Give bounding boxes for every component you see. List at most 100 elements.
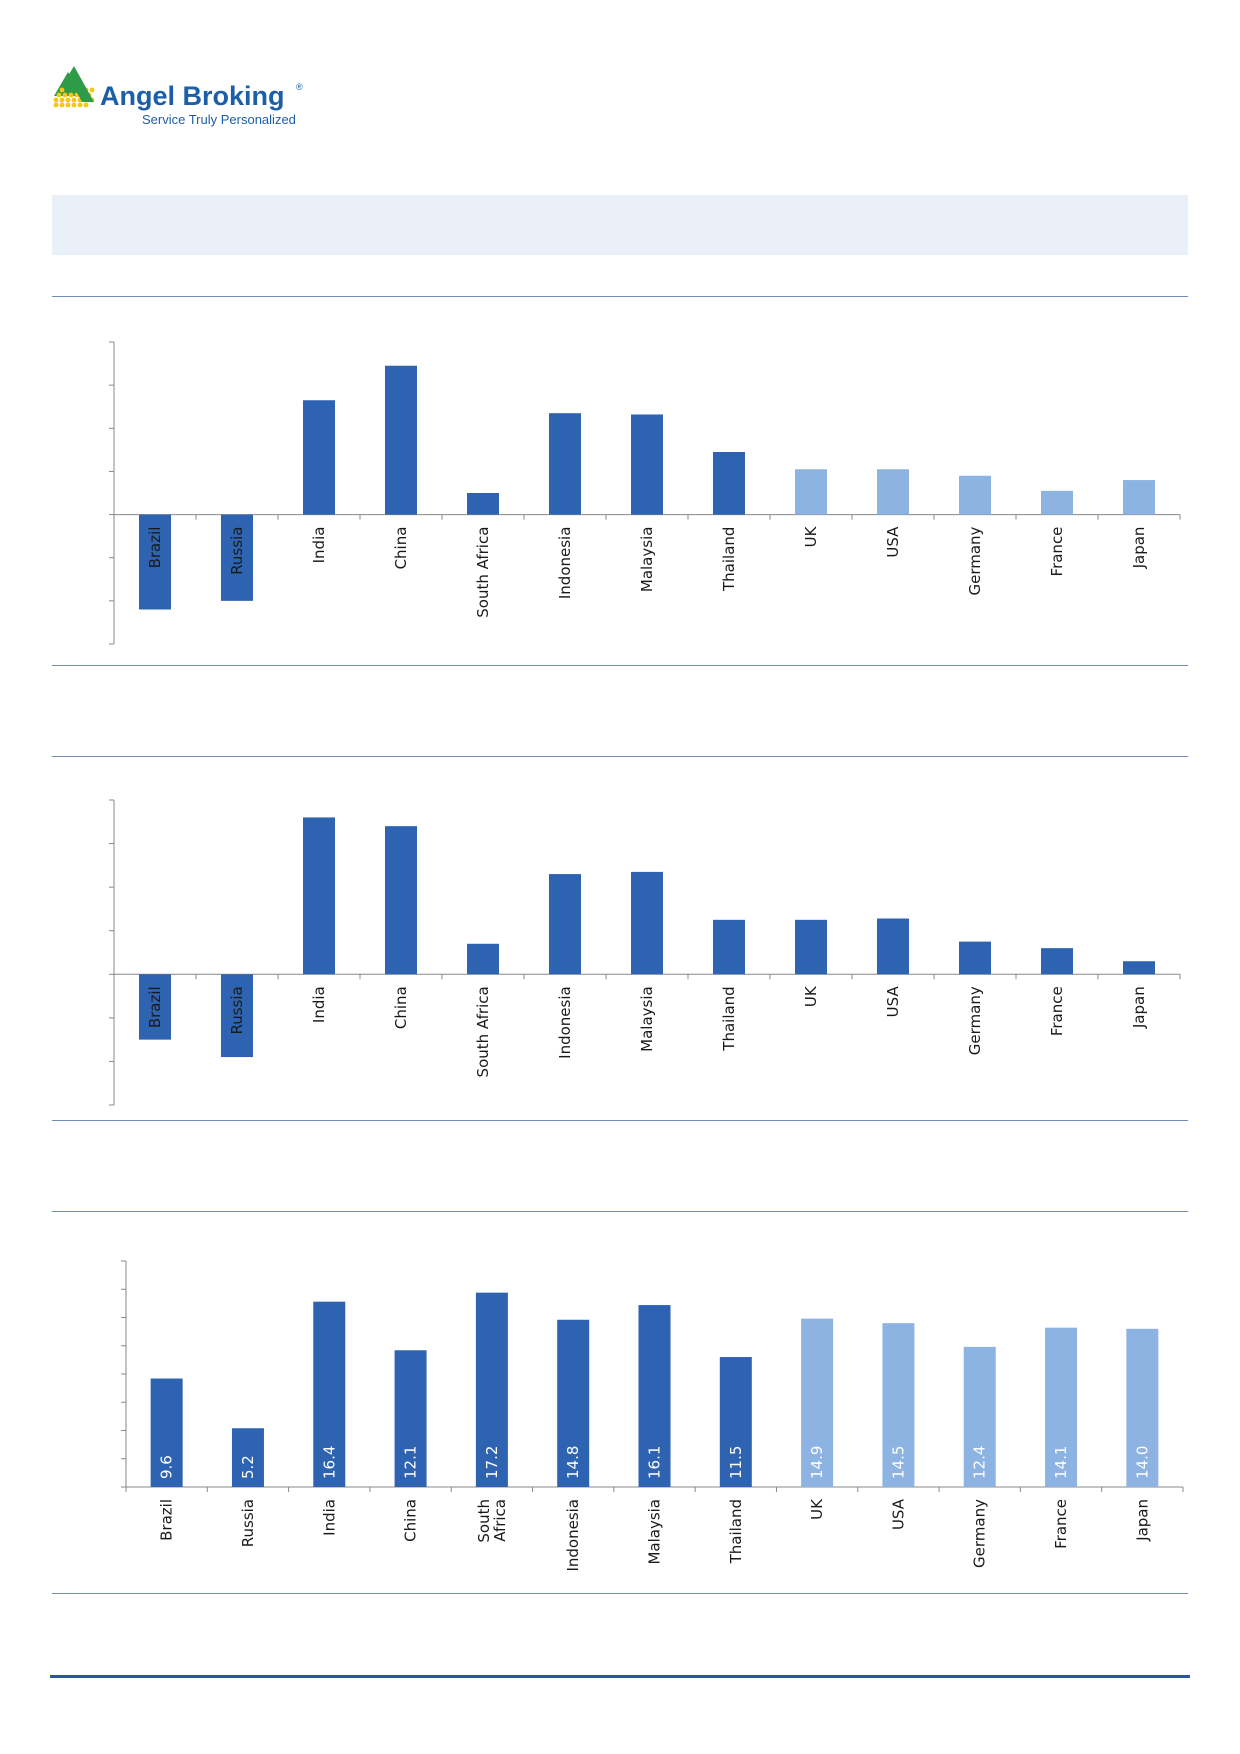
bar-india	[313, 1301, 346, 1487]
category-label: China	[402, 1499, 420, 1542]
data-label: 12.1	[402, 1446, 420, 1479]
category-label: Indonesia	[564, 1499, 582, 1572]
category-label: China	[392, 527, 410, 570]
footer-rule	[50, 1675, 1190, 1678]
angel-broking-logo: Angel Broking ® Service Truly Personaliz…	[53, 66, 303, 127]
bar-malaysia	[638, 1305, 671, 1487]
category-label: UK	[802, 985, 820, 1007]
bar-thailand	[713, 919, 745, 975]
bar-france	[1041, 490, 1073, 515]
bar-usa	[877, 469, 909, 515]
bar-brazil	[150, 1378, 183, 1487]
bar-brazil	[139, 514, 171, 610]
chart3-top-rule	[52, 1211, 1188, 1212]
category-label: Malaysia	[638, 527, 656, 593]
data-label: 14.8	[564, 1446, 582, 1479]
category-label: Japan	[1130, 986, 1148, 1029]
bar-china	[385, 365, 417, 515]
bar-usa	[882, 1323, 915, 1487]
data-label: 16.1	[646, 1446, 664, 1479]
bar-malaysia	[631, 414, 663, 515]
category-label: Indonesia	[556, 986, 574, 1059]
bar-germany	[959, 475, 991, 515]
bar-russia	[221, 974, 253, 1058]
bar-china	[385, 826, 417, 975]
category-label: USA	[889, 1498, 907, 1530]
category-label: Brazil	[146, 986, 164, 1028]
bar-indonesia	[557, 1319, 590, 1487]
bar-brazil	[139, 974, 171, 1040]
registered-mark: ®	[296, 82, 303, 92]
category-label: France	[1048, 527, 1066, 577]
bar-south-africa	[475, 1292, 508, 1487]
category-label: France	[1048, 986, 1066, 1036]
category-label: France	[1052, 1499, 1070, 1549]
data-label: 17.2	[483, 1446, 501, 1479]
category-label: South	[475, 1499, 493, 1543]
category-label: Indonesia	[556, 527, 574, 600]
chart-1: Brazil Russia India China South Africa Indone…	[109, 341, 1181, 645]
category-label: Germany	[966, 986, 984, 1055]
bar-france	[1045, 1327, 1078, 1487]
category-label: UK	[802, 525, 820, 547]
category-label: India	[310, 527, 328, 564]
data-label: 14.1	[1052, 1446, 1070, 1479]
category-label: UK	[808, 1498, 826, 1520]
bar-india	[303, 400, 335, 515]
category-label: South Africa	[474, 527, 492, 618]
category-label: Thailand	[727, 1499, 745, 1564]
category-label: USA	[884, 986, 902, 1018]
category-label: Germany	[971, 1499, 989, 1568]
bar-south-africa	[467, 493, 499, 515]
bar-france	[1041, 948, 1073, 975]
bar-india	[303, 817, 335, 975]
chart1-top-rule	[52, 296, 1188, 297]
data-label: 14.9	[808, 1446, 826, 1479]
category-label: Brazil	[146, 527, 164, 569]
category-label: Africa	[491, 1499, 509, 1542]
chart3-bottom-rule	[52, 1593, 1188, 1594]
category-label: Russia	[228, 986, 246, 1034]
data-label: 5.2	[239, 1455, 257, 1479]
category-label: Russia	[228, 527, 246, 575]
bar-russia	[221, 514, 253, 601]
bar-usa	[877, 918, 909, 975]
category-label: Malaysia	[638, 986, 656, 1052]
data-label: 11.5	[727, 1446, 745, 1479]
bar-south-africa	[467, 943, 499, 975]
category-label: India	[320, 1499, 338, 1536]
brand-name: Angel Broking	[100, 81, 285, 111]
chart-2: Brazil Russia India China South Africa Indone…	[109, 799, 1181, 1106]
bar-thailand	[719, 1357, 752, 1487]
chart1-bottom-rule	[52, 665, 1188, 666]
title-band	[52, 195, 1188, 255]
category-label: Brazil	[158, 1499, 176, 1541]
bar-indonesia	[549, 413, 581, 515]
bar-uk	[795, 469, 827, 515]
category-label: Russia	[239, 1499, 257, 1547]
data-label: 9.6	[158, 1455, 176, 1479]
category-label: Malaysia	[646, 1499, 664, 1565]
data-label: 12.4	[971, 1446, 989, 1479]
data-label: 14.5	[889, 1446, 907, 1479]
chart-3: 9.6 Brazil 5.2 Russia 16.4 India 12.1 China 17.2…	[121, 1260, 1184, 1572]
category-label: China	[392, 986, 410, 1029]
data-label: 16.4	[320, 1446, 338, 1479]
category-label: South Africa	[474, 986, 492, 1077]
data-label: 14.0	[1133, 1446, 1151, 1479]
bar-uk	[801, 1318, 834, 1487]
chart2-top-rule	[52, 756, 1188, 757]
logo-triangle-icon	[53, 66, 95, 108]
bar-uk	[795, 919, 827, 975]
bar-china	[394, 1350, 427, 1487]
bar-japan	[1126, 1328, 1159, 1487]
bar-russia	[231, 1428, 264, 1487]
brand-tagline: Service Truly Personalized	[142, 112, 296, 127]
category-label: India	[310, 986, 328, 1023]
category-label: Thailand	[720, 527, 738, 592]
bar-indonesia	[549, 874, 581, 975]
chart2-bottom-rule	[52, 1120, 1188, 1121]
bar-japan	[1123, 480, 1155, 515]
category-label: Japan	[1130, 527, 1148, 570]
bar-malaysia	[631, 871, 663, 975]
